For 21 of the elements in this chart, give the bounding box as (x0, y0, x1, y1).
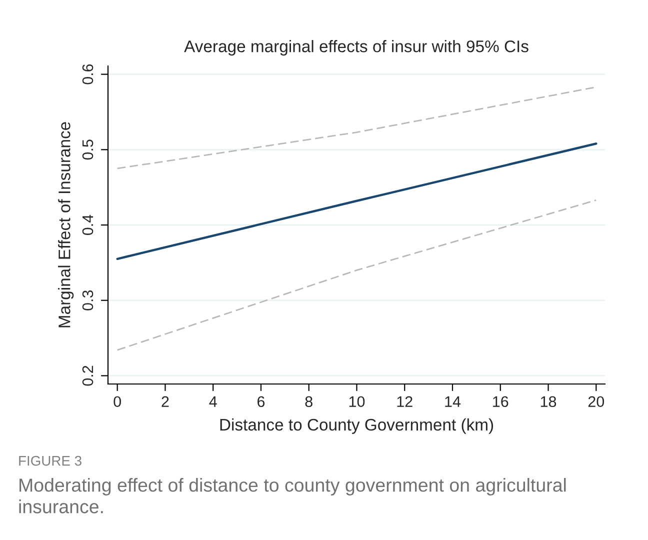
y-tick-label: 0.4 (82, 214, 94, 236)
y-tick-label: 0.3 (82, 290, 94, 310)
x-tick-label: 18 (540, 396, 556, 408)
x-axis-title: Distance to County Government (km) (220, 418, 494, 434)
x-tick-label: 6 (258, 396, 265, 408)
x-tick-label: 4 (209, 396, 217, 407)
x-tick-label: 14 (445, 396, 461, 407)
x-tick-label: 0 (114, 396, 121, 408)
text: Moderating effect of distance to county government on agricultural insurance. (19, 478, 566, 514)
chart-title: Average marginal effects of insur with 95% CIs (184, 40, 528, 56)
y-tick-label: 0.6 (82, 64, 94, 84)
x-tick-label: 16 (493, 396, 508, 408)
x-tick-label: 8 (305, 396, 312, 408)
caption: FIGURE 3 (19, 456, 82, 466)
x-tick-label: 12 (397, 396, 412, 407)
x-tick-label: 2 (162, 396, 169, 407)
y-tick-label: 0.5 (82, 140, 94, 160)
x-tick-label: 10 (349, 396, 365, 408)
x-tick-label: 20 (588, 396, 604, 408)
y-tick-label: 0.2 (82, 366, 94, 386)
y-axis-title: Marginal Effect of Insurance (58, 122, 74, 328)
